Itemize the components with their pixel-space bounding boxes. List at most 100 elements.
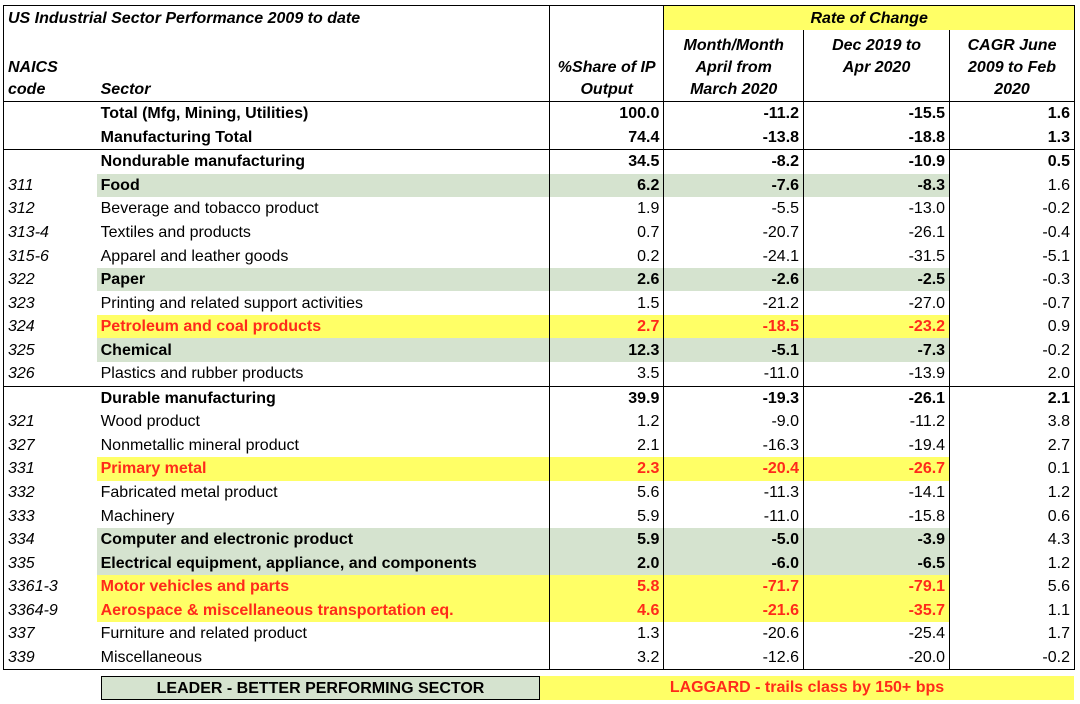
table-row: Total (Mfg, Mining, Utilities) 100.0 -11.2… <box>2 100 1075 126</box>
cagr-cell: -0.4 <box>949 220 1075 245</box>
cagr-cell: 1.3 <box>949 125 1075 150</box>
dec-apr-change-cell: -31.5 <box>803 244 951 268</box>
sector-name-cell: Food <box>96 173 551 198</box>
naics-code-cell: 327 <box>2 433 97 458</box>
sector-name-cell: Total (Mfg, Mining, Utilities) <box>96 100 551 126</box>
header-share-line1: %Share of IP <box>557 59 656 76</box>
dec-apr-change-cell: -25.4 <box>803 622 951 646</box>
cagr-cell: 4.3 <box>949 527 1075 552</box>
mom-change-cell: -24.1 <box>663 244 805 268</box>
mom-change-cell: -5.0 <box>663 527 805 552</box>
sector-name-cell: Primary metal <box>96 457 551 481</box>
share-cell: 2.0 <box>549 551 665 575</box>
table-row: 335 Electrical equipment, appliance, and … <box>2 551 1075 575</box>
naics-code-cell: 321 <box>2 410 97 434</box>
mom-change-cell: -7.6 <box>663 173 805 198</box>
mom-change-cell: -16.3 <box>663 433 805 458</box>
naics-code-cell: 3364-9 <box>2 598 97 623</box>
share-cell: 0.7 <box>549 220 665 245</box>
cagr-cell: 2.1 <box>949 385 1075 411</box>
table-row: 321 Wood product 1.2 -9.0 -11.2 3.8 <box>2 410 1075 434</box>
table-row: 3364-9 Aerospace & miscellaneous transpor… <box>2 598 1075 623</box>
share-cell: 5.9 <box>549 527 665 552</box>
header-code-line2: code <box>8 81 46 98</box>
header-share: %Share of IP Output <box>549 30 665 102</box>
naics-code-cell <box>2 125 97 150</box>
sector-name-cell: Fabricated metal product <box>96 480 551 505</box>
naics-code-cell: 324 <box>2 314 97 339</box>
cagr-cell: 0.5 <box>949 149 1075 174</box>
dec-apr-change-cell: -11.2 <box>803 410 951 434</box>
mom-change-cell: -21.6 <box>663 598 805 623</box>
cagr-cell: 1.6 <box>949 100 1075 126</box>
table-row: 312 Beverage and tobacco product 1.9 -5.5 -1… <box>2 197 1075 221</box>
mom-change-cell: -11.3 <box>663 480 805 505</box>
share-cell: 2.6 <box>549 267 665 292</box>
share-cell: 5.8 <box>549 574 665 599</box>
sector-name-cell: Apparel and leather goods <box>96 244 551 268</box>
cagr-cell: 2.0 <box>949 362 1075 387</box>
share-cell: 34.5 <box>549 149 665 174</box>
sector-name-cell: Nondurable manufacturing <box>96 149 551 174</box>
share-cell: 1.9 <box>549 197 665 221</box>
table-row: 327 Nonmetallic mineral product 2.1 -16.3 -1… <box>2 433 1075 458</box>
mom-change-cell: -2.6 <box>663 267 805 292</box>
dec-apr-change-cell: -35.7 <box>803 598 951 623</box>
naics-code-cell: 325 <box>2 338 97 363</box>
share-cell: 2.1 <box>549 433 665 458</box>
mom-change-cell: -12.6 <box>663 645 805 671</box>
dec-apr-change-cell: -26.1 <box>803 220 951 245</box>
naics-code-cell: 334 <box>2 527 97 552</box>
dec-apr-change-cell: -15.8 <box>803 504 951 528</box>
mom-change-cell: -6.0 <box>663 551 805 575</box>
header-month-over-month: Month/Month April from March 2020 <box>663 30 805 102</box>
sector-name-cell: Motor vehicles and parts <box>96 574 551 599</box>
sector-name-cell: Manufacturing Total <box>96 125 551 150</box>
header-dec-line2: Apr 2020 <box>842 59 911 76</box>
naics-code-cell: 339 <box>2 645 97 671</box>
header-mom-line2: April from <box>695 59 772 76</box>
header-dec-to-apr: Dec 2019 to Apr 2020 <box>803 30 951 102</box>
naics-code-cell: 311 <box>2 173 97 198</box>
sector-name-cell: Printing and related support activities <box>96 291 551 315</box>
share-cell: 12.3 <box>549 338 665 363</box>
share-cell: 3.5 <box>549 362 665 387</box>
sector-name-cell: Durable manufacturing <box>96 385 551 411</box>
dec-apr-change-cell: -10.9 <box>803 149 951 174</box>
table-row: 315-6 Apparel and leather goods 0.2 -24.1 -3… <box>2 244 1075 268</box>
table-row: 322 Paper 2.6 -2.6 -2.5 -0.3 <box>2 267 1075 292</box>
cagr-cell: -0.3 <box>949 267 1075 292</box>
naics-code-cell: 323 <box>2 291 97 315</box>
cagr-cell: -0.2 <box>949 197 1075 221</box>
share-cell: 6.2 <box>549 173 665 198</box>
header-cagr-line1: CAGR June <box>967 37 1057 54</box>
sector-name-cell: Beverage and tobacco product <box>96 197 551 221</box>
sector-name-cell: Petroleum and coal products <box>96 314 551 339</box>
table-row: 313-4 Textiles and products 0.7 -20.7 -26.1-… <box>2 220 1075 245</box>
naics-code-cell: 332 <box>2 480 97 505</box>
share-cell: 1.3 <box>549 622 665 646</box>
header-mom-line1: Month/Month <box>683 37 784 54</box>
header-code-line1: NAICS <box>8 59 58 76</box>
mom-change-cell: -13.8 <box>663 125 805 150</box>
title-spacer <box>549 5 665 30</box>
sector-name-cell: Machinery <box>96 504 551 528</box>
sector-name-cell: Nonmetallic mineral product <box>96 433 551 458</box>
naics-code-cell <box>2 149 97 174</box>
share-cell: 4.6 <box>549 598 665 623</box>
naics-code-cell: 335 <box>2 551 97 575</box>
mom-change-cell: -18.5 <box>663 314 805 339</box>
cagr-cell: 1.6 <box>949 173 1075 198</box>
dec-apr-change-cell: -13.0 <box>803 197 951 221</box>
column-header-row: NAICS code Sector %Share of IP Output Mo… <box>2 30 1075 102</box>
cagr-cell: -0.2 <box>949 645 1075 671</box>
share-cell: 2.7 <box>549 314 665 339</box>
mom-change-cell: -8.2 <box>663 149 805 174</box>
table-row: 311 Food 6.2 -7.6 -8.3 1.6 <box>2 173 1075 198</box>
header-cagr: CAGR June 2009 to Feb 2020 <box>949 30 1075 102</box>
dec-apr-change-cell: -6.5 <box>803 551 951 575</box>
table-row: Manufacturing Total 74.4 -13.8 -18.8 1.3 <box>2 125 1075 150</box>
sector-name-cell: Electrical equipment, appliance, and com… <box>96 551 551 575</box>
table-body: Total (Mfg, Mining, Utilities) 100.0 -11.2… <box>2 100 1075 671</box>
cagr-cell: 1.2 <box>949 480 1075 505</box>
